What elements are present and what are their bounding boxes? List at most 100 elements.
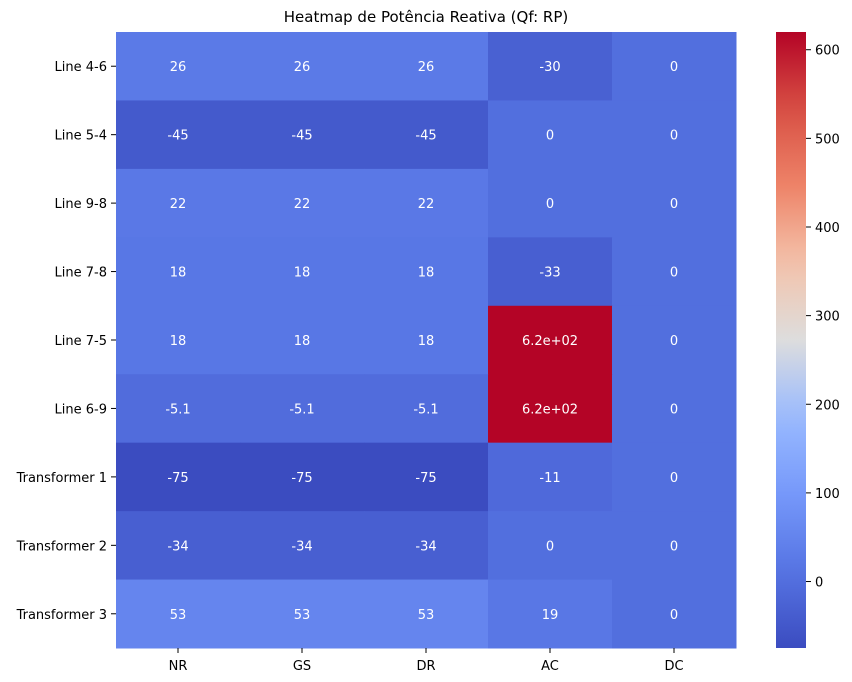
cell-annotation: -34 <box>167 539 188 554</box>
heatmap-cell <box>116 168 241 238</box>
colorbar-tick-label: 400 <box>815 221 840 236</box>
cell-annotation: 0 <box>670 60 678 75</box>
y-tick-label: Line 5-4 <box>55 129 107 144</box>
cell-annotation: -30 <box>539 60 560 75</box>
heatmap-cell <box>612 511 737 581</box>
cell-annotation: 18 <box>294 266 311 281</box>
heatmap-cell <box>240 32 365 101</box>
heatmap-cell <box>240 100 365 170</box>
cell-annotation: 0 <box>546 197 554 212</box>
cell-annotation: 6.2e+02 <box>522 402 578 417</box>
heatmap-cell <box>364 579 489 649</box>
y-axis: Line 4-6 Line 5-4 Line 9-8 Line 7-8 Line 7-5… <box>16 60 116 623</box>
heatmap-cell <box>612 374 737 444</box>
heatmap-cell <box>364 32 489 101</box>
cell-annotation: -5.1 <box>413 402 438 417</box>
heatmap-cell <box>240 442 365 512</box>
cell-annotation: 6.2e+02 <box>522 334 578 349</box>
y-tick-label: Transformer 2 <box>16 539 107 554</box>
heatmap-cell <box>240 168 365 238</box>
cell-annotation: 18 <box>294 334 311 349</box>
cell-annotation: 0 <box>670 266 678 281</box>
colorbar-gradient <box>776 32 806 648</box>
cell-annotation: 26 <box>170 60 187 75</box>
cell-annotation: 0 <box>670 129 678 144</box>
cell-annotation: 0 <box>670 608 678 623</box>
heatmap-cell <box>488 511 613 581</box>
chart-title: Heatmap de Potência Reativa (Qf: RP) <box>284 8 568 26</box>
x-tick-label: NR <box>169 659 188 674</box>
colorbar-tick-label: 600 <box>815 44 840 59</box>
heatmap-cell <box>488 579 613 649</box>
y-tick-label: Line 9-8 <box>55 197 107 212</box>
heatmap-cell <box>612 305 737 375</box>
y-tick-label: Line 7-8 <box>55 266 107 281</box>
heatmap-cell <box>612 579 737 649</box>
heatmap-cell <box>488 237 613 307</box>
heatmap-cell <box>116 374 241 444</box>
heatmap-cell <box>488 374 613 444</box>
heatmap-cell <box>488 100 613 170</box>
cell-annotation: 0 <box>670 197 678 212</box>
colorbar-tick-label: 300 <box>815 310 840 325</box>
x-tick-label: AC <box>541 659 559 674</box>
y-tick-label: Line 7-5 <box>55 334 107 349</box>
colorbar-tick-label: 0 <box>815 576 823 591</box>
heatmap-cell <box>488 442 613 512</box>
cell-annotation: 18 <box>418 334 435 349</box>
heatmap-cell <box>612 168 737 238</box>
cell-annotation: 53 <box>418 608 435 623</box>
heatmap-cell <box>364 511 489 581</box>
heatmap-cell <box>116 32 241 101</box>
cell-annotation: 22 <box>418 197 435 212</box>
cell-annotation: -45 <box>415 129 436 144</box>
heatmap-cell <box>612 32 737 101</box>
cell-annotation: 0 <box>670 539 678 554</box>
heatmap-cell <box>116 237 241 307</box>
heatmap-cell <box>116 511 241 581</box>
cell-annotation: -33 <box>539 266 560 281</box>
x-tick-label: GS <box>293 659 311 674</box>
y-tick-label: Line 4-6 <box>55 60 107 75</box>
cell-annotation: 26 <box>418 60 435 75</box>
heatmap-cell <box>364 237 489 307</box>
cell-annotation: 0 <box>670 471 678 486</box>
heatmap-cell <box>364 100 489 170</box>
cell-annotation: 22 <box>170 197 187 212</box>
cell-annotation: -34 <box>291 539 312 554</box>
heatmap-cell <box>364 168 489 238</box>
heatmap-cell <box>240 511 365 581</box>
heatmap-cell <box>364 442 489 512</box>
heatmap-cell <box>612 442 737 512</box>
colorbar-tick-label: 100 <box>815 487 840 502</box>
cell-annotation: 53 <box>294 608 311 623</box>
heatmap-cell <box>116 100 241 170</box>
cell-annotation: 53 <box>170 608 187 623</box>
cell-annotation: 0 <box>670 402 678 417</box>
cell-annotation: 18 <box>418 266 435 281</box>
heatmap-cell <box>116 442 241 512</box>
heatmap-cell <box>488 168 613 238</box>
heatmap-cells: 26 26 26 -30 0 -45 -45 -45 0 0 22 22 22 0 0 18 18 18 -33 0 1… <box>116 32 737 649</box>
heatmap-cell <box>612 100 737 170</box>
colorbar-tick-label: 500 <box>815 132 840 147</box>
cell-annotation: 0 <box>670 334 678 349</box>
y-tick-label: Transformer 1 <box>16 471 107 486</box>
colorbar: 0 100 200 300 400 500 600 <box>776 32 840 648</box>
cell-annotation: 0 <box>546 129 554 144</box>
cell-annotation: 22 <box>294 197 311 212</box>
cell-annotation: 18 <box>170 266 187 281</box>
cell-annotation: 18 <box>170 334 187 349</box>
cell-annotation: -34 <box>415 539 436 554</box>
cell-annotation: -11 <box>539 471 560 486</box>
cell-annotation: 19 <box>542 608 559 623</box>
y-tick-label: Transformer 3 <box>16 608 107 623</box>
x-tick-label: DR <box>416 659 435 674</box>
y-tick-label: Line 6-9 <box>55 402 107 417</box>
heatmap-cell <box>116 305 241 375</box>
cell-annotation: -75 <box>415 471 436 486</box>
x-axis: NR GS DR AC DC <box>169 648 684 674</box>
heatmap-cell <box>488 32 613 101</box>
heatmap-cell <box>488 305 613 375</box>
